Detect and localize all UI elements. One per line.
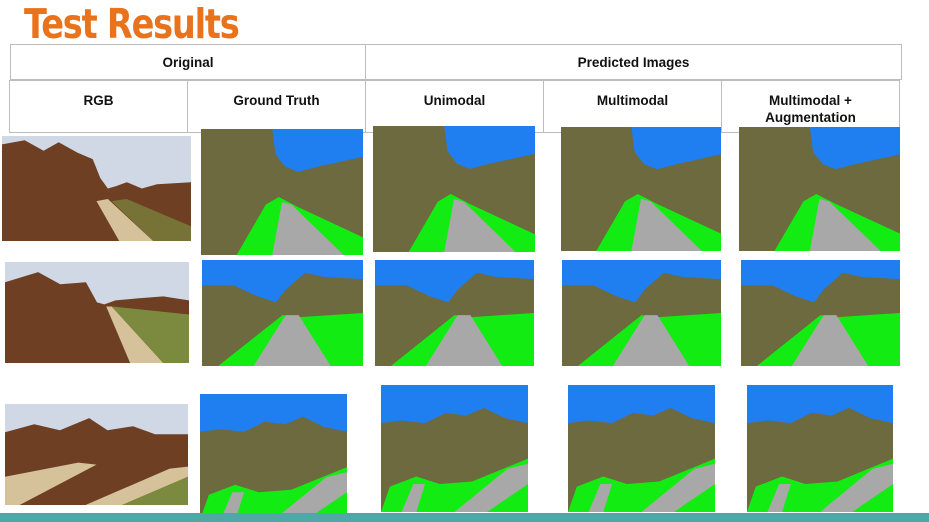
multimodal-prediction-row3 <box>568 385 715 512</box>
column-header-rgb: RGB <box>9 80 188 133</box>
multimodal-augmentation-prediction-row2 <box>741 260 900 366</box>
column-header-multimodal-augmentation: Multimodal + Augmentation <box>721 80 900 133</box>
unimodal-prediction-row1 <box>373 126 535 252</box>
column-ground-truth-label: Ground Truth <box>233 92 319 109</box>
rgb-image-row3 <box>5 404 188 505</box>
unimodal-prediction-row3 <box>381 385 528 512</box>
ground-truth-mask-row1 <box>201 129 363 255</box>
column-header-multimodal: Multimodal <box>543 80 722 133</box>
column-unimodal-label: Unimodal <box>424 92 486 109</box>
slide-title: Test Results <box>24 0 239 50</box>
column-multimodal-aug-label-line1: Multimodal + <box>769 92 852 109</box>
header-predicted-images: Predicted Images <box>365 44 902 80</box>
multimodal-augmentation-prediction-row3 <box>747 385 893 512</box>
header-original-label: Original <box>162 54 213 71</box>
ground-truth-mask-row3 <box>200 394 347 520</box>
column-multimodal-label: Multimodal <box>597 92 668 109</box>
column-multimodal-aug-label-line2: Augmentation <box>765 109 856 126</box>
header-original: Original <box>10 44 366 80</box>
rgb-image-row1 <box>2 136 191 241</box>
header-predicted-label: Predicted Images <box>578 54 690 71</box>
rgb-image-row2 <box>5 262 189 363</box>
unimodal-prediction-row2 <box>375 260 534 366</box>
multimodal-augmentation-prediction-row1 <box>739 127 900 251</box>
multimodal-prediction-row1 <box>561 127 721 251</box>
multimodal-prediction-row2 <box>562 260 721 366</box>
ground-truth-mask-row2 <box>202 260 363 366</box>
column-rgb-label: RGB <box>84 92 114 109</box>
bottom-accent-bar <box>0 513 929 522</box>
column-header-ground-truth: Ground Truth <box>187 80 366 133</box>
